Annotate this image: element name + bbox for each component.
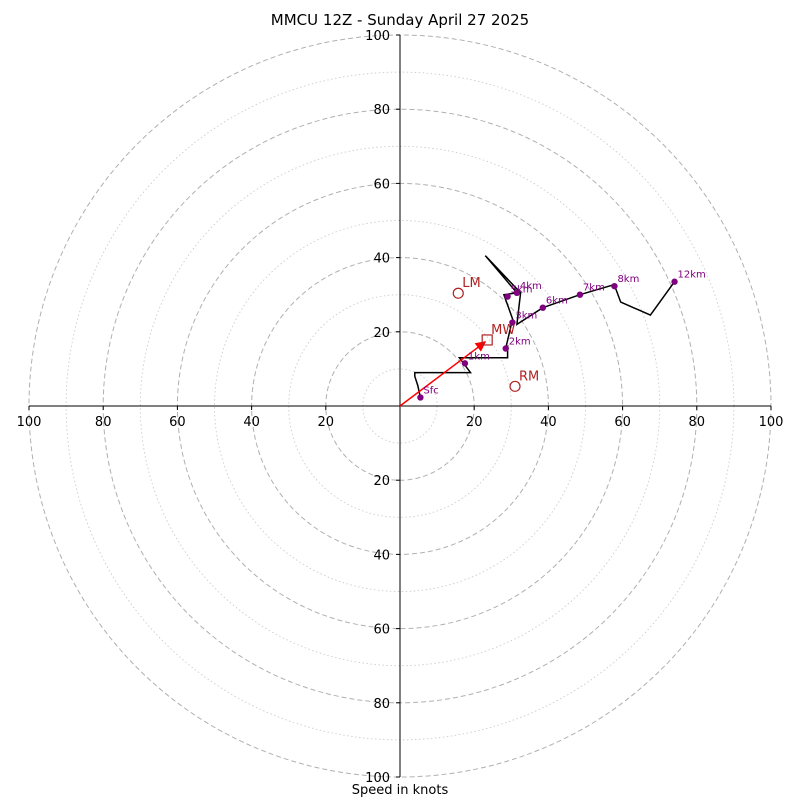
x-tick-label: 80	[689, 415, 706, 430]
x-tick-label: 100	[759, 415, 784, 430]
x-tick-label: 20	[318, 415, 335, 430]
height-point-5km	[504, 293, 511, 300]
mean-wind-arrow	[399, 341, 487, 407]
height-point-2km	[502, 345, 509, 352]
height-label-sfc: Sfc	[423, 385, 438, 396]
tick-labels: 100 100 80 80 60 60 40 40 20 20 20 20 40 40 60 60 80 80 10…	[17, 29, 784, 786]
height-point-6km	[539, 304, 547, 311]
y-tick-label: 20	[373, 474, 390, 489]
height-label-2km: 2km	[509, 336, 531, 347]
y-tick-label: 60	[373, 177, 390, 192]
storm-motion-arrow	[399, 341, 487, 407]
height-label-6km: 6km	[546, 296, 568, 307]
storm-motion-markers: LM MW RM	[452, 276, 539, 392]
height-label-4km: 4km	[520, 281, 542, 292]
x-tick-label: 20	[466, 415, 483, 430]
height-point-1km	[461, 360, 469, 367]
marker-label-lm: LM	[462, 276, 480, 291]
x-tick-label: 60	[614, 415, 631, 430]
marker-rm	[509, 380, 521, 392]
height-point-7km	[576, 291, 584, 298]
marker-label-mw: MW	[491, 323, 515, 338]
chart-title: MMCU 12Z - Sunday April 27 2025	[270, 11, 530, 29]
height-label-7km: 7km	[583, 283, 605, 294]
y-tick-label: 40	[373, 548, 390, 563]
height-point-12km	[671, 278, 678, 285]
height-label-12km: 12km	[678, 270, 706, 281]
height-point-3km	[509, 319, 516, 326]
y-tick-label: 100	[365, 29, 390, 44]
marker-label-rm: RM	[519, 369, 539, 384]
y-tick-label: 80	[373, 697, 390, 712]
marker-mw	[481, 334, 493, 346]
y-tick-label: 20	[373, 326, 390, 341]
y-tick-label: 60	[373, 623, 390, 638]
height-label-8km: 8km	[617, 274, 639, 285]
height-label-3km: 3km	[515, 311, 537, 322]
x-tick-label: 80	[95, 415, 112, 430]
marker-lm	[452, 287, 464, 299]
height-point-4km	[513, 289, 521, 297]
y-tick-label: 80	[373, 103, 390, 118]
x-tick-label: 60	[169, 415, 186, 430]
height-point-sfc	[417, 394, 424, 401]
height-point-8km	[611, 282, 618, 290]
y-tick-label: 40	[373, 252, 390, 267]
x-tick-label: 100	[17, 415, 42, 430]
height-label-1km: 1km	[468, 351, 490, 362]
x-tick-label: 40	[540, 415, 557, 430]
height-label-5km: 5km	[511, 285, 533, 296]
x-tick-label: 40	[243, 415, 260, 430]
y-tick-label: 100	[365, 771, 390, 786]
x-axis-label: Speed in knots	[351, 783, 449, 798]
